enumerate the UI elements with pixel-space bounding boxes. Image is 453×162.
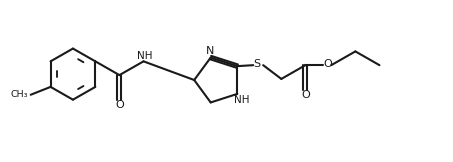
- Text: NH: NH: [137, 51, 152, 61]
- Text: O: O: [323, 59, 332, 69]
- Text: CH₃: CH₃: [11, 90, 28, 99]
- Text: O: O: [115, 100, 124, 110]
- Text: O: O: [301, 90, 310, 100]
- Text: N: N: [206, 46, 214, 56]
- Text: S: S: [254, 59, 261, 69]
- Text: NH: NH: [234, 95, 249, 105]
